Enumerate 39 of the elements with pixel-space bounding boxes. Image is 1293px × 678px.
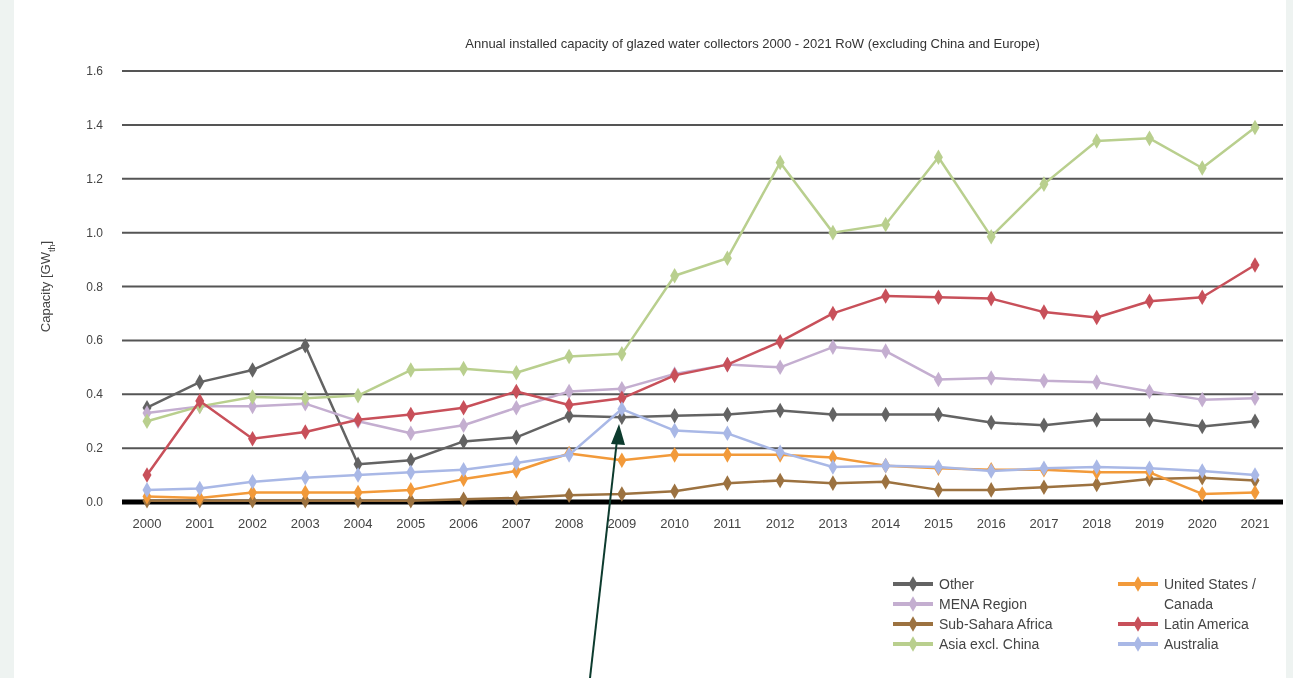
legend-label: MENA Region <box>939 596 1027 612</box>
y-tick-label: 0.0 <box>86 495 104 509</box>
x-tick-label: 2009 <box>607 516 637 531</box>
y-tick-label: 1.6 <box>86 64 104 78</box>
y-tick-label: 0.2 <box>86 441 104 456</box>
legend-label: Australia <box>1164 636 1219 652</box>
y-tick-label: 0.4 <box>86 387 104 402</box>
x-tick-label: 2007 <box>501 516 531 531</box>
y-tick-label: 1.2 <box>86 171 104 186</box>
y-tick-label: 0.6 <box>86 333 104 348</box>
legend-label: Other <box>939 576 975 592</box>
x-tick-label: 2014 <box>871 516 901 531</box>
y-tick-label: 0.8 <box>86 279 104 294</box>
x-tick-label: 2006 <box>449 516 479 531</box>
legend-label: United States / Canada <box>1164 576 1256 612</box>
x-tick-label: 2001 <box>185 516 215 531</box>
x-tick-label: 2017 <box>1029 516 1059 531</box>
x-tick-label: 2010 <box>660 516 690 531</box>
x-tick-label: 2018 <box>1082 516 1112 531</box>
x-tick-label: 2020 <box>1187 516 1217 531</box>
y-tick-label: 1.0 <box>86 225 104 240</box>
x-tick-label: 2005 <box>396 516 426 531</box>
x-tick-label: 2012 <box>765 516 795 531</box>
y-tick-label: 1.4 <box>86 117 104 132</box>
x-tick-label: 2004 <box>343 516 373 531</box>
legend-label: Sub-Sahara Africa <box>939 616 1053 632</box>
legend-label: Asia excl. China <box>939 636 1040 652</box>
legend-label: Latin America <box>1164 616 1250 632</box>
x-tick-label: 2008 <box>554 516 584 531</box>
x-tick-label: 2003 <box>290 516 320 531</box>
x-tick-label: 2000 <box>132 516 162 531</box>
chart-title: Annual installed capacity of glazed water collectors 2000 - 2021 RoW (excluding China and Europe) <box>465 36 1040 51</box>
x-tick-label: 2013 <box>818 516 848 531</box>
x-tick-label: 2019 <box>1135 516 1164 531</box>
x-tick-label: 2015 <box>923 516 953 531</box>
x-tick-label: 2016 <box>976 516 1006 531</box>
x-tick-label: 2011 <box>713 516 742 531</box>
x-tick-label: 2021 <box>1240 516 1270 531</box>
x-tick-label: 2002 <box>238 516 267 531</box>
